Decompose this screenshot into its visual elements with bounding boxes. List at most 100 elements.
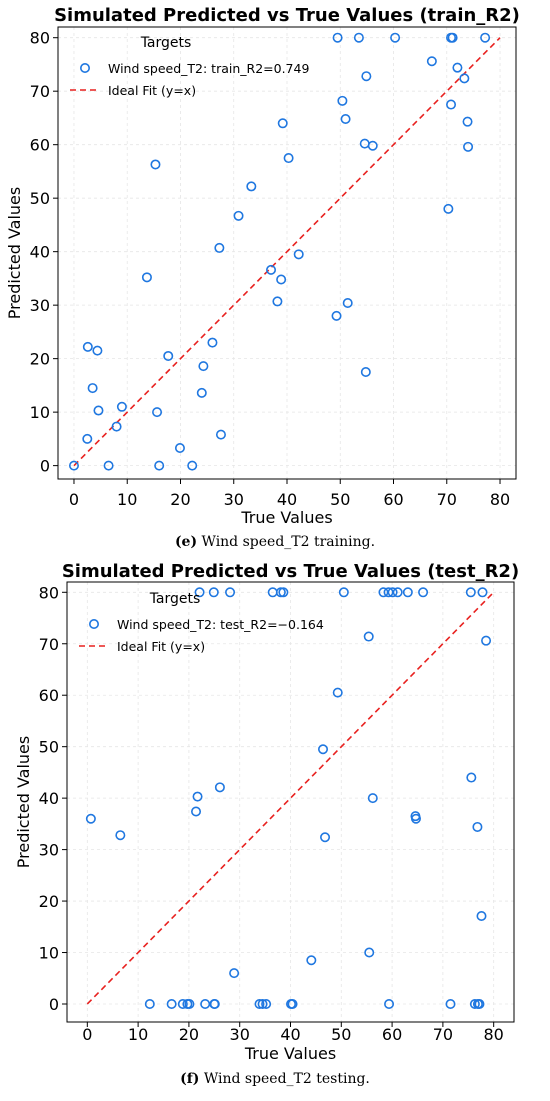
- train-point-16: [196, 387, 207, 398]
- train-point-24: [272, 296, 283, 307]
- test-point-18: [257, 998, 268, 1009]
- caption-train-label: (e): [174, 534, 198, 550]
- test-point-3: [166, 998, 177, 1009]
- test-point-13: [209, 998, 220, 1009]
- test-point-11: [208, 587, 219, 598]
- test-point-29: [338, 587, 349, 598]
- test-point-46: [472, 821, 483, 832]
- train-chart-title: Simulated Predicted vs True Values (trai…: [54, 5, 520, 26]
- test-point-16: [229, 968, 240, 979]
- test-point-35: [384, 998, 395, 1009]
- train-x-tick-label-1: 10: [117, 490, 137, 509]
- train-point-48: [463, 141, 474, 152]
- train-point-33: [342, 298, 353, 309]
- test-point-28: [332, 687, 343, 698]
- train-point-31: [337, 95, 348, 106]
- train-legend-label-line: Ideal Fit (y=x): [108, 83, 196, 98]
- test-point-8: [192, 791, 203, 802]
- train-point-35: [359, 138, 370, 149]
- train-point-14: [174, 442, 185, 453]
- train-point-34: [353, 32, 364, 43]
- train-point-6: [103, 460, 114, 471]
- train-point-22: [246, 181, 257, 192]
- train-point-12: [154, 460, 165, 471]
- test-y-tick-label-4: 40: [39, 789, 59, 808]
- test-point-40: [410, 813, 421, 824]
- train-point-26: [277, 118, 288, 129]
- test-y-tick-label-0: 0: [49, 995, 59, 1014]
- test-point-6: [184, 998, 195, 1009]
- test-point-14: [214, 782, 225, 793]
- test-y-tick-label-7: 70: [39, 635, 59, 654]
- train-point-17: [198, 361, 209, 372]
- train-point-47: [462, 116, 473, 127]
- test-x-tick-label-1: 10: [128, 1025, 148, 1044]
- test-x-tick-label-6: 60: [382, 1025, 402, 1044]
- test-chart-title: Simulated Predicted vs True Values (test…: [62, 561, 519, 582]
- train-point-32: [340, 114, 351, 125]
- test-point-41: [418, 587, 429, 598]
- train-point-13: [163, 350, 174, 361]
- train-point-37: [361, 71, 372, 82]
- test-x-tick-label-7: 70: [433, 1025, 453, 1044]
- train-y-tick-label-5: 50: [30, 189, 50, 208]
- train-point-15: [187, 460, 198, 471]
- train-point-30: [332, 32, 343, 43]
- test-y-tick-label-1: 10: [39, 944, 59, 963]
- train-point-43: [446, 99, 457, 110]
- test-point-37: [392, 587, 403, 598]
- train-y-tick-label-7: 70: [30, 82, 50, 101]
- test-point-7: [191, 806, 202, 817]
- test-legend-label-line: Ideal Fit (y=x): [117, 639, 205, 654]
- train-x-axis-label: True Values: [240, 508, 332, 527]
- test-y-tick-label-5: 50: [39, 738, 59, 757]
- test-point-26: [318, 744, 329, 755]
- train-legend-title: Targets: [140, 35, 192, 51]
- train-point-38: [367, 140, 378, 151]
- train-ideal-fit-line: [73, 37, 501, 467]
- caption-test: (f) Wind speed_T2 testing.: [0, 1071, 550, 1087]
- train-point-7: [111, 421, 122, 432]
- test-y-tick-label-6: 60: [39, 686, 59, 705]
- train-point-19: [214, 242, 225, 253]
- train-point-40: [426, 56, 437, 67]
- test-point-45: [469, 998, 480, 1009]
- test-point-1: [115, 830, 126, 841]
- test-legend-title: Targets: [149, 591, 201, 607]
- train-x-tick-label-6: 60: [383, 490, 403, 509]
- train-legend-marker-points: [80, 62, 91, 73]
- train-y-tick-label-3: 30: [30, 296, 50, 315]
- train-point-49: [480, 32, 491, 43]
- train-point-3: [87, 383, 98, 394]
- test-point-19: [261, 998, 272, 1009]
- train-point-20: [215, 429, 226, 440]
- test-x-tick-label-5: 50: [331, 1025, 351, 1044]
- train-point-23: [266, 264, 277, 275]
- test-point-49: [476, 910, 487, 921]
- train-x-tick-label-4: 40: [277, 490, 297, 509]
- train-point-21: [233, 210, 244, 221]
- test-point-9: [194, 587, 205, 598]
- test-point-2: [144, 998, 155, 1009]
- test-point-51: [481, 635, 492, 646]
- train-x-tick-label-8: 80: [490, 490, 510, 509]
- test-y-tick-label-8: 80: [39, 583, 59, 602]
- train-legend-label-points: Wind speed_T2: train_R2=0.749: [108, 61, 309, 76]
- train-y-tick-label-8: 80: [30, 29, 50, 48]
- train-point-9: [141, 272, 152, 283]
- test-point-0: [85, 813, 96, 824]
- train-point-18: [207, 337, 218, 348]
- test-point-17: [254, 998, 265, 1009]
- train-y-axis-label: Predicted Values: [5, 187, 24, 319]
- train-point-0: [68, 460, 79, 471]
- test-point-31: [364, 947, 375, 958]
- chart-test: Simulated Predicted vs True Values (test…: [0, 558, 550, 1070]
- train-x-tick-label-5: 50: [330, 490, 350, 509]
- train-x-tick-label-7: 70: [437, 490, 457, 509]
- train-y-tick-label-6: 60: [30, 136, 50, 155]
- test-point-50: [477, 587, 488, 598]
- train-x-tick-label-0: 0: [69, 490, 79, 509]
- train-point-8: [116, 401, 127, 412]
- caption-test-text: Wind speed_T2 testing.: [203, 1071, 370, 1087]
- train-point-41: [443, 203, 454, 214]
